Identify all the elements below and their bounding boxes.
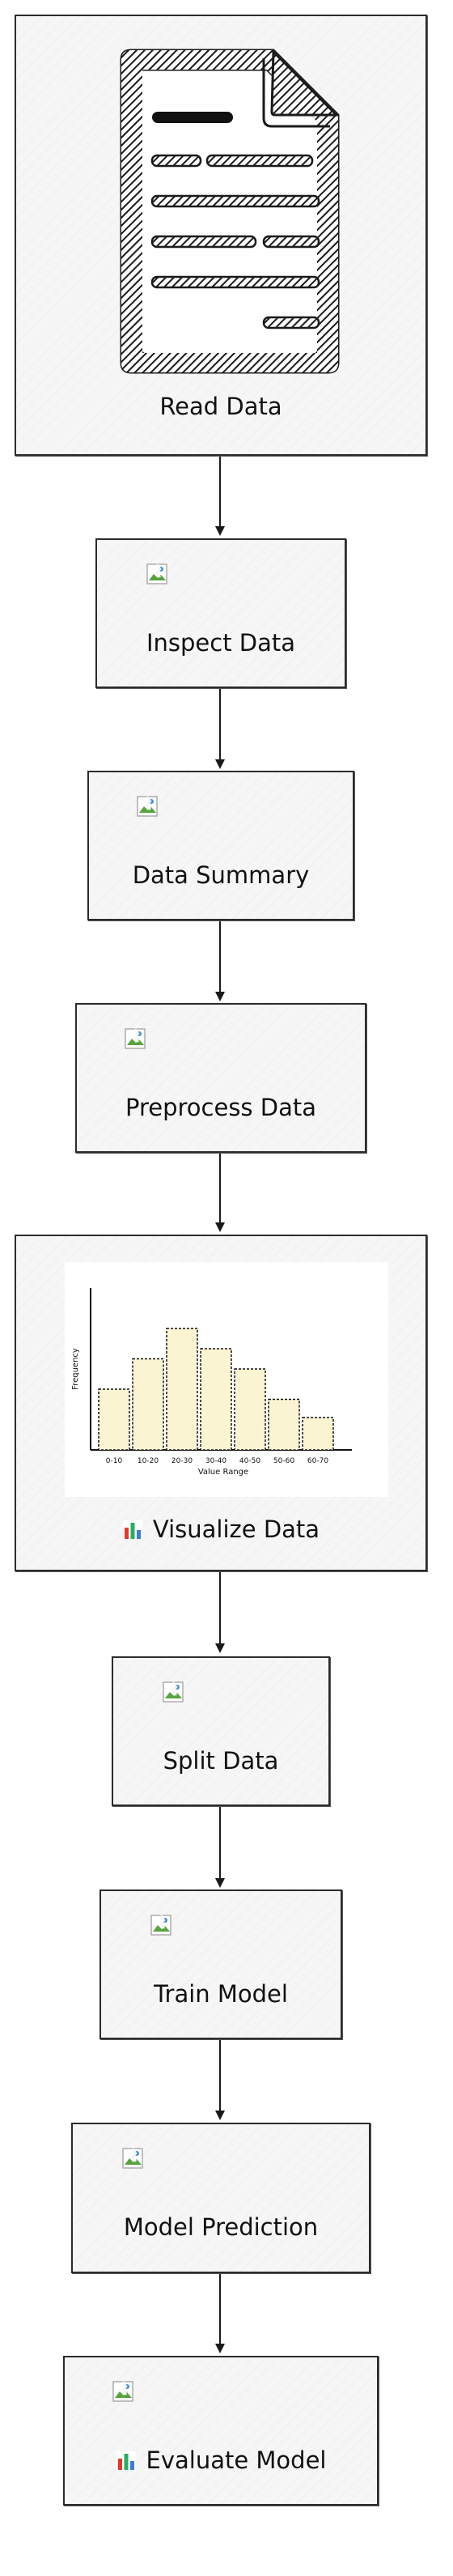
x-tick-label: 20-30 bbox=[171, 1457, 193, 1465]
node-label-visualize-data: Visualize Data bbox=[16, 1515, 425, 1543]
histogram-bar bbox=[200, 1348, 232, 1451]
node-label-read-data: Read Data bbox=[159, 393, 282, 420]
x-tick-label: 0-10 bbox=[106, 1457, 123, 1465]
node-label-evaluate-model: Evaluate Model bbox=[65, 2446, 377, 2474]
node-label-data-summary: Data Summary bbox=[132, 861, 310, 889]
node-data-summary[interactable]: Data Summary bbox=[87, 771, 354, 920]
histogram-bar bbox=[268, 1398, 300, 1451]
broken-image-icon bbox=[150, 1915, 171, 1936]
document-icon bbox=[120, 49, 340, 374]
x-tick-label: 10-20 bbox=[138, 1457, 159, 1465]
node-model-prediction[interactable]: Model Prediction bbox=[71, 2123, 370, 2273]
node-label-split-data: Split Data bbox=[163, 1747, 279, 1775]
evaluate-model-text: Evaluate Model bbox=[146, 2446, 327, 2474]
x-tick-label: 40-50 bbox=[239, 1457, 260, 1465]
node-train-model[interactable]: Train Model bbox=[99, 1889, 342, 2039]
histogram-bar bbox=[132, 1358, 164, 1451]
bar-chart-emoji-icon bbox=[116, 2451, 136, 2471]
node-visualize-data[interactable]: Frequency Value Range 0-10 10-20 20-30 30-4… bbox=[15, 1235, 427, 1571]
broken-image-icon bbox=[163, 1681, 184, 1702]
visualize-data-text: Visualize Data bbox=[152, 1515, 320, 1543]
node-preprocess-data[interactable]: Preprocess Data bbox=[75, 1003, 366, 1153]
node-inspect-data[interactable]: Inspect Data bbox=[95, 538, 346, 688]
x-tick-label: 30-40 bbox=[205, 1457, 226, 1465]
histogram-bar bbox=[234, 1368, 266, 1451]
node-label-inspect-data: Inspect Data bbox=[146, 629, 296, 657]
x-tick-labels: 0-10 10-20 20-30 30-40 40-50 50-60 60-70 bbox=[106, 1457, 329, 1465]
broken-image-icon bbox=[146, 563, 167, 584]
y-axis-label: Frequency bbox=[71, 1348, 80, 1390]
node-split-data[interactable]: Split Data bbox=[112, 1656, 330, 1806]
histogram-bar bbox=[166, 1328, 198, 1451]
broken-image-icon bbox=[112, 2381, 133, 2402]
broken-image-icon bbox=[122, 2148, 143, 2169]
node-label-train-model: Train Model bbox=[154, 1980, 288, 2008]
node-read-data[interactable]: Read Data bbox=[15, 15, 427, 456]
x-tick-label: 50-60 bbox=[273, 1457, 294, 1465]
x-tick-label: 60-70 bbox=[307, 1457, 328, 1465]
node-label-model-prediction: Model Prediction bbox=[123, 2213, 319, 2241]
bar-chart-emoji-icon bbox=[122, 1520, 142, 1540]
histogram-bar bbox=[98, 1388, 130, 1451]
histogram-bar bbox=[302, 1417, 334, 1451]
histogram-chart: Frequency Value Range 0-10 10-20 20-30 30-4… bbox=[71, 1288, 352, 1477]
histogram-bars bbox=[98, 1328, 334, 1451]
broken-image-icon bbox=[125, 1028, 146, 1049]
broken-image-icon bbox=[137, 796, 158, 817]
node-label-preprocess-data: Preprocess Data bbox=[125, 1094, 316, 1121]
node-evaluate-model[interactable]: Evaluate Model bbox=[63, 2356, 379, 2506]
histogram-chart-panel: Frequency Value Range 0-10 10-20 20-30 30-4… bbox=[65, 1262, 388, 1497]
x-axis-label: Value Range bbox=[198, 1468, 248, 1477]
